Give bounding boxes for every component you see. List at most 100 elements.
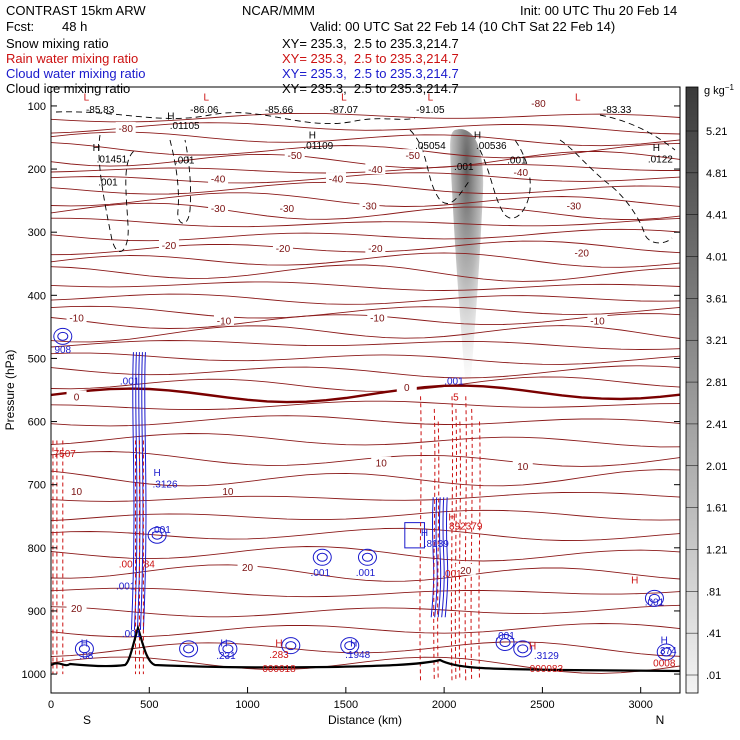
extremum-label: H	[661, 635, 668, 646]
isotherm	[51, 181, 680, 195]
cloud-water-contour	[513, 640, 533, 658]
extremum-label: .001	[356, 568, 376, 579]
temperature-contour-label: 10	[517, 462, 529, 473]
colorbar: g kg−1 5.21 4.81 4.41 4.01 3.61 3.21 2.81 2.41 2…	[685, 83, 734, 694]
colorbar-label: 2.01	[706, 461, 727, 473]
extremum-label: 374	[660, 646, 677, 657]
isotherm	[51, 469, 680, 487]
extremum-label: .001	[645, 597, 665, 608]
isotherm	[51, 202, 680, 220]
temperature-contour-label: -10	[590, 317, 605, 328]
extremum-label: .01105	[170, 121, 200, 132]
extremum-label: H	[81, 639, 88, 650]
x-tick-label: 1500	[334, 699, 358, 711]
model-title: CONTRAST 15km ARW	[6, 3, 146, 18]
isotherm	[51, 604, 680, 618]
extremum-label: .1948	[345, 650, 370, 661]
forecast-label: Fcst:	[6, 19, 35, 34]
cloud-water-contour	[357, 548, 377, 566]
y-tick-label: 700	[28, 480, 46, 492]
colorbar-label: 2.41	[706, 419, 727, 431]
y-tick-label: 200	[28, 164, 46, 176]
extremum-label: H	[275, 639, 282, 650]
isotherm	[51, 587, 680, 598]
contour-label-bg	[455, 563, 476, 575]
colorbar-label: 1.21	[706, 544, 727, 556]
isotherm	[51, 509, 680, 522]
valid-time: Valid: 00 UTC Sat 22 Feb 14 (10 ChT Sat …	[310, 19, 616, 34]
temperature-contour-label: -40	[368, 165, 383, 176]
x-tick-label: 1000	[235, 699, 259, 711]
extremum-label: .001	[98, 178, 118, 189]
contour-label-bg	[276, 202, 297, 214]
extremum-label: L	[428, 92, 434, 103]
colorbar-label: .41	[706, 628, 721, 640]
contour-label-bg	[66, 485, 87, 496]
cloud-water-contour	[644, 589, 664, 607]
extremum-label: H	[653, 143, 660, 154]
temperature-contour-label: -40	[514, 168, 529, 179]
cloud-water-contour	[133, 352, 138, 630]
extremum-label: .05054	[415, 141, 446, 152]
cloud-water-contour	[151, 530, 163, 540]
rain-water-contour	[419, 396, 422, 681]
contour-label-bg	[587, 314, 608, 326]
extremum-label: L	[341, 92, 347, 103]
isotherm	[51, 352, 680, 365]
extremum-label: H	[167, 111, 174, 122]
temperature-isotherms	[51, 112, 680, 674]
colorbar-label: .81	[706, 586, 721, 598]
legend-rain-xy: XY= 235.3, 2.5 to 235.3,214.7	[282, 51, 459, 66]
extremum-label: 892379	[449, 522, 483, 533]
temperature-contour-label: 20	[71, 604, 83, 615]
extremum-label: H	[631, 575, 638, 586]
y-tick-label: 400	[28, 290, 46, 302]
y-tick-label: 900	[28, 606, 46, 618]
isotherm	[51, 325, 680, 343]
contour-label-bg	[367, 311, 388, 323]
forecast-value: 48 h	[62, 19, 88, 34]
colorbar-unit: g kg−1	[704, 83, 734, 97]
legend-cloudwater-name: Cloud water mixing ratio	[6, 66, 146, 81]
extremum-label: -87.07	[330, 105, 359, 116]
isotherm	[51, 400, 680, 411]
isotherm	[51, 376, 680, 392]
contour-label-bg	[512, 459, 533, 471]
rain-water-contour	[478, 421, 481, 681]
extremum-label: .001	[151, 525, 171, 536]
colorbar-label: 4.01	[706, 252, 727, 264]
cloud-water-contour	[183, 644, 195, 654]
isotherm	[51, 252, 680, 268]
legend-cloudice-name: Cloud ice mixing ratio	[6, 81, 131, 96]
y-tick-label: 100	[28, 101, 46, 113]
isotherm	[51, 527, 680, 541]
x-axis-title: Distance (km)	[328, 713, 402, 727]
isotherm	[51, 313, 680, 329]
north-label: N	[656, 713, 665, 727]
extremum-label: H	[474, 130, 481, 141]
cloud-water-contour	[430, 497, 435, 618]
contour-labels: -80 -80 -50 -50 -40 -40 -40 -40 -30 -30 -30 -30 -20 -…	[66, 96, 608, 615]
contour-label-bg	[359, 199, 380, 211]
extremum-label: .001	[454, 162, 474, 173]
temperature-contour-label: 10	[222, 487, 234, 498]
cloud-water-contour	[139, 352, 144, 630]
contour-label-bg	[510, 166, 531, 178]
contour-label-bg	[371, 456, 392, 468]
extremum-label: 908	[54, 345, 71, 356]
isotherm	[51, 564, 680, 582]
y-tick-label: 500	[28, 353, 46, 365]
cloud-water-contour	[57, 331, 69, 341]
colorbar-swatch	[685, 86, 699, 694]
temperature-contour-label: -40	[329, 175, 344, 186]
extremum-label: 0008	[653, 659, 676, 670]
colorbar-label: 4.41	[706, 210, 727, 222]
contour-label-bg	[528, 96, 549, 108]
extrema-labels: L -85.83 L -86.06 -85.66 L -87.07 L -91.05 L -83.3…	[54, 92, 677, 674]
y-axis-title: Pressure (hPa)	[3, 350, 17, 431]
extremum-label: .001	[442, 569, 462, 580]
temperature-contour-label: -80	[531, 99, 546, 110]
extremum-label: .001	[175, 156, 195, 167]
isotherm	[51, 451, 680, 467]
